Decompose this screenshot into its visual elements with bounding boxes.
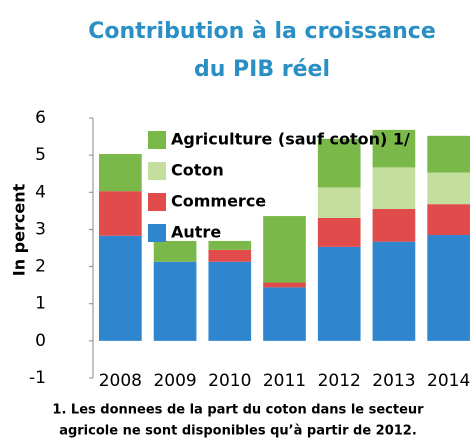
bar-segment xyxy=(99,191,142,236)
bar-segment xyxy=(372,241,416,341)
y-tick-label: 0 xyxy=(35,331,46,351)
bar-segment xyxy=(427,235,470,341)
y-tick-label: 4 xyxy=(35,182,46,202)
footnote: 1. Les donnees de la part du coton dans … xyxy=(52,403,424,418)
chart-title: Contribution à la croissance xyxy=(88,19,436,44)
bar-segment xyxy=(263,287,306,341)
bar-segment xyxy=(427,204,470,235)
bar-segment xyxy=(317,246,361,341)
y-tick-label: 1 xyxy=(35,294,46,314)
legend-label: Commerce xyxy=(171,192,266,211)
y-tick-label: 2 xyxy=(35,257,46,277)
bar-segment xyxy=(153,261,197,341)
bar-segment xyxy=(317,138,361,188)
bar-segment xyxy=(427,135,470,173)
bar-segment xyxy=(372,167,416,209)
x-tick-label: 2013 xyxy=(372,371,415,391)
bar-segment xyxy=(372,129,416,168)
legend-label: Autre xyxy=(171,223,221,242)
legend-swatch xyxy=(148,131,166,149)
bar-segment xyxy=(99,235,142,341)
footnote: agricole ne sont disponibles qu’à partir… xyxy=(59,424,417,439)
legend-label: Coton xyxy=(171,161,224,180)
bar-segment xyxy=(263,282,306,288)
x-tick-label: 2009 xyxy=(153,371,196,391)
bar-segment xyxy=(153,240,197,262)
x-tick-label: 2008 xyxy=(99,371,142,391)
x-tick-label: 2014 xyxy=(427,371,470,391)
x-tick-label: 2010 xyxy=(208,371,251,391)
bar-segment xyxy=(208,261,252,341)
y-tick-label: 3 xyxy=(35,219,46,239)
legend-swatch xyxy=(148,224,166,242)
bar-segment xyxy=(427,172,470,205)
x-tick-label: 2012 xyxy=(318,371,361,391)
bar-segment xyxy=(317,217,361,247)
bar-segment xyxy=(372,209,416,242)
bar-segment xyxy=(208,240,252,250)
chart-title: du PIB réel xyxy=(194,57,330,82)
legend-swatch xyxy=(148,193,166,211)
x-tick-label: 2011 xyxy=(263,371,306,391)
bar-segment xyxy=(99,154,142,192)
legend-label: Agriculture (sauf coton) 1/ xyxy=(171,130,410,149)
y-axis-label: In percent xyxy=(10,183,29,276)
bar-segment xyxy=(317,187,361,218)
bar-segment xyxy=(263,216,306,283)
bar-segment xyxy=(208,249,252,262)
y-tick-label: -1 xyxy=(29,368,46,388)
legend-swatch xyxy=(148,162,166,180)
y-tick-label: 5 xyxy=(35,145,46,165)
y-tick-label: 6 xyxy=(35,108,46,128)
